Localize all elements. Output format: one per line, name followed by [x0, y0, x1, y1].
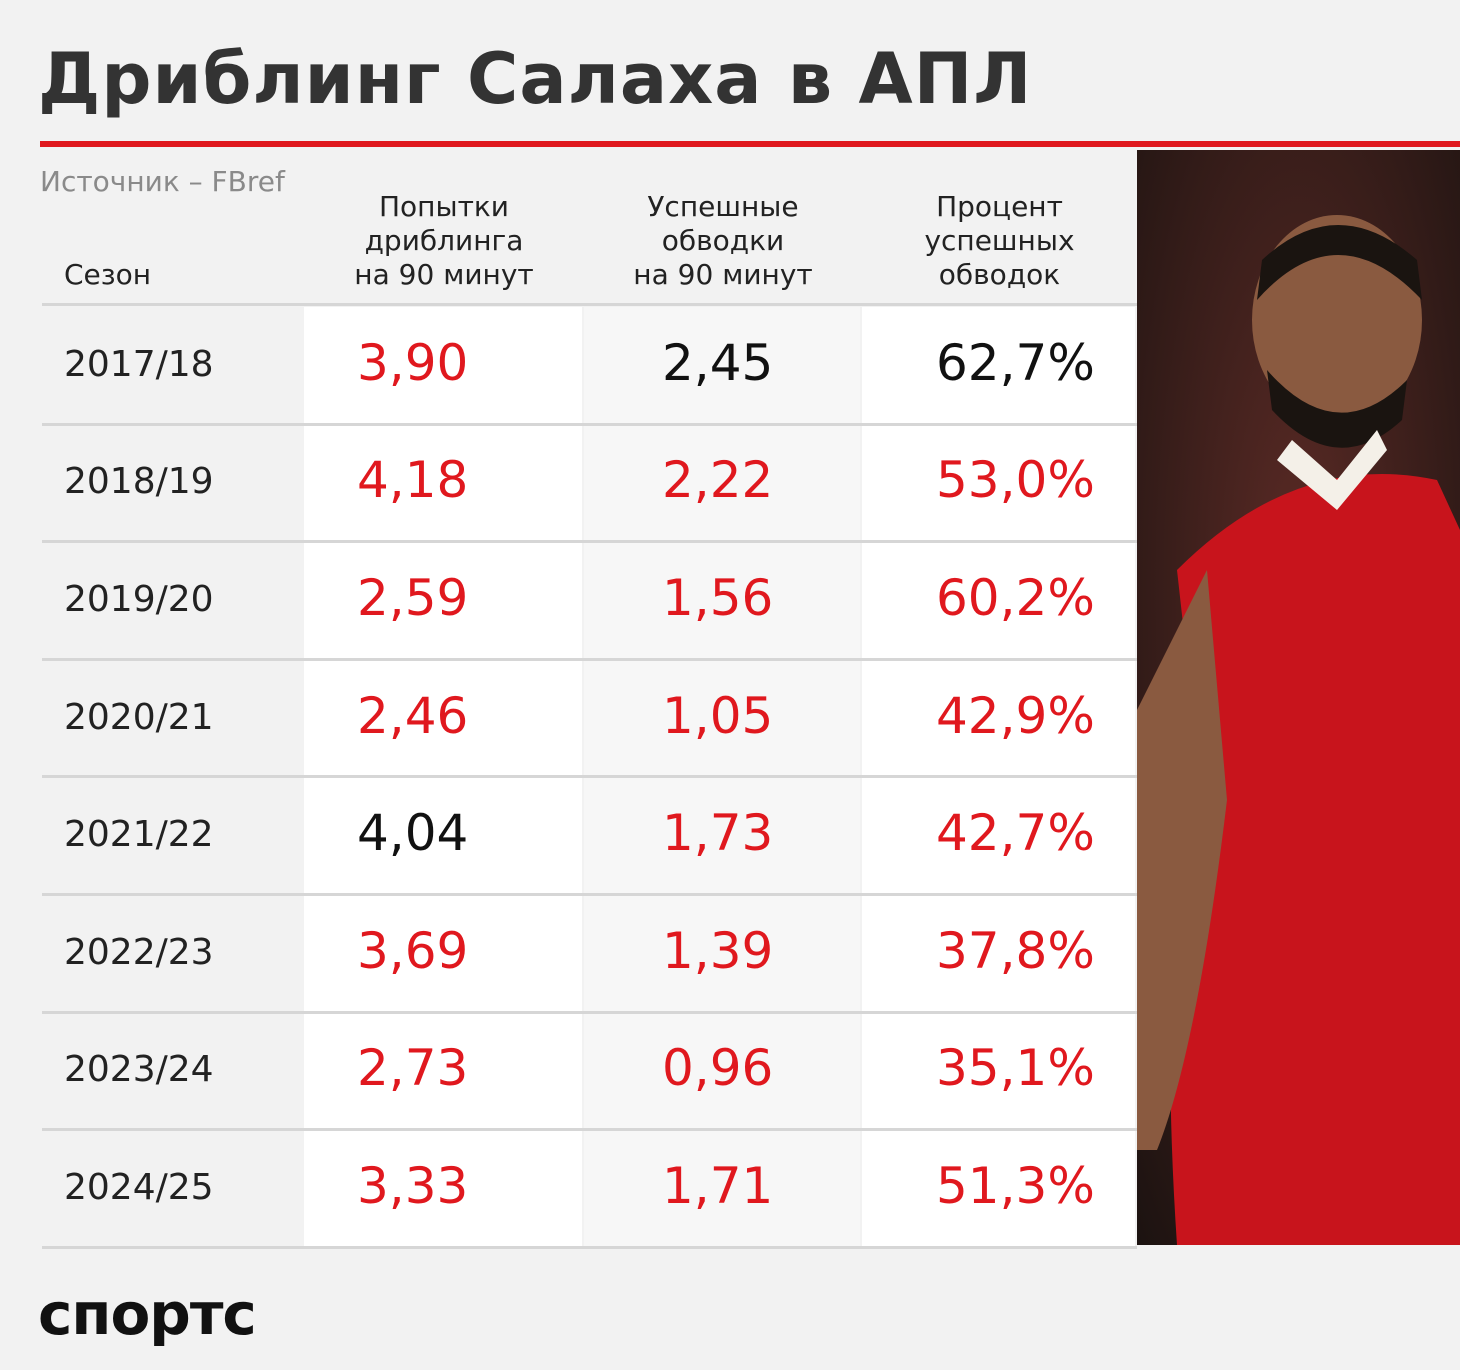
- value-cell: 1,56: [662, 569, 774, 627]
- value-cell: 2,73: [357, 1039, 469, 1098]
- divider: [40, 141, 1460, 147]
- season: 2022/23: [64, 931, 214, 973]
- column-header: обводки: [661, 224, 785, 257]
- value-cell: 3,90: [357, 333, 469, 392]
- season: 2017/18: [64, 343, 214, 385]
- value-cell: 3,33: [357, 1157, 469, 1215]
- source: Источник – FBref: [40, 165, 285, 198]
- value-cell: 51,3%: [936, 1157, 1095, 1215]
- column-header: дриблинга: [364, 224, 524, 257]
- row-separator: [42, 775, 1137, 779]
- row-separator: [42, 657, 1137, 661]
- season: 2020/21: [64, 696, 214, 738]
- row-separator: [42, 1128, 1137, 1132]
- season: 2018/19: [64, 461, 214, 503]
- season: 2021/22: [64, 814, 214, 856]
- value-cell: 35,1%: [936, 1039, 1095, 1098]
- value-cell: 42,7%: [936, 804, 1095, 863]
- column-header: Процент: [936, 190, 1063, 223]
- row-separator: [42, 1010, 1137, 1014]
- value-cell: 42,9%: [936, 686, 1095, 745]
- value-cell: 1,05: [662, 686, 774, 745]
- value-cell: 4,04: [357, 804, 469, 863]
- value-cell: 2,45: [662, 333, 774, 392]
- value-cell: 2,46: [357, 686, 469, 745]
- header-separator: [42, 303, 1137, 306]
- value-cell: 37,8%: [936, 921, 1095, 980]
- value-cell: 60,2%: [936, 569, 1095, 627]
- value-cell: 2,59: [357, 569, 469, 627]
- column-header: Успешные: [647, 190, 799, 223]
- value-cell: 1,73: [662, 804, 774, 863]
- title: Дриблинг Салаха в АПЛ: [38, 38, 1033, 120]
- value-cell: 3,69: [357, 921, 469, 980]
- row-separator: [42, 422, 1137, 426]
- column-header: Попытки: [378, 190, 510, 223]
- column-header: обводок: [938, 258, 1061, 291]
- row-separator: [42, 893, 1137, 896]
- season: 2024/25: [64, 1167, 214, 1208]
- column-header: Сезон: [64, 258, 152, 291]
- value-cell: 4,18: [357, 451, 469, 510]
- row-separator: [42, 1245, 1137, 1249]
- row-separator: [42, 540, 1137, 544]
- value-cell: 2,22: [662, 451, 774, 510]
- player-photo: [1137, 150, 1460, 1245]
- value-cell: 62,7%: [936, 333, 1095, 392]
- logo: спортс: [38, 1280, 257, 1348]
- value-cell: 0,96: [662, 1039, 774, 1098]
- value-cell: 1,39: [662, 921, 774, 980]
- value-cell: 53,0%: [936, 451, 1095, 510]
- season: 2019/20: [64, 579, 214, 620]
- column-header: успешных: [924, 224, 1075, 257]
- column-header: на 90 минут: [633, 258, 813, 291]
- column-header: на 90 минут: [354, 258, 534, 291]
- value-cell: 1,71: [662, 1157, 774, 1215]
- season: 2023/24: [64, 1049, 214, 1091]
